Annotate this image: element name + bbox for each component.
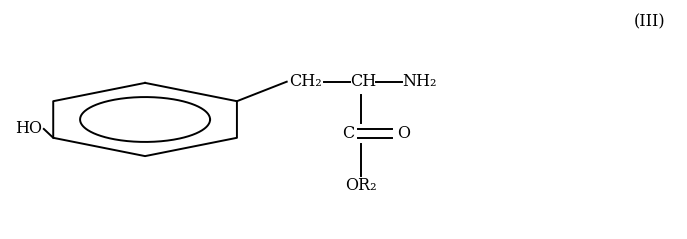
Text: NH₂: NH₂ [403,73,437,90]
Text: HO: HO [15,120,42,137]
Text: OR₂: OR₂ [346,177,377,194]
Text: O: O [398,125,411,142]
Text: CH: CH [350,73,376,90]
Text: (III): (III) [633,13,665,30]
Text: C: C [342,125,354,142]
Text: CH₂: CH₂ [289,73,322,90]
